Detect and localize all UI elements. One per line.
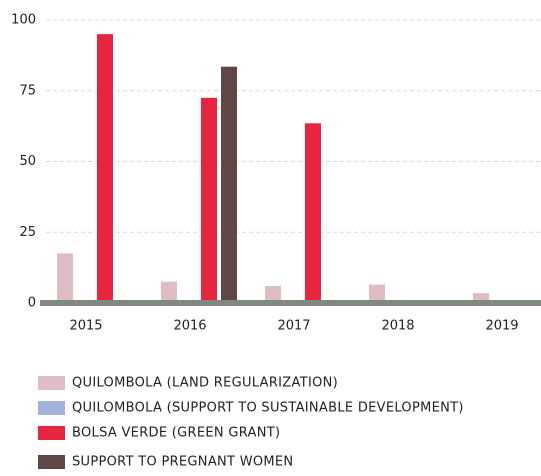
legend-label: BOLSA VERDE (GREEN GRANT): [72, 426, 280, 441]
bar: [265, 286, 281, 303]
y-tick-label: 25: [19, 225, 36, 240]
x-tick-label: 2015: [69, 319, 102, 334]
legend-swatch: [38, 401, 65, 415]
bar: [473, 293, 489, 303]
x-tick-label: 2017: [277, 319, 310, 334]
y-tick-label: 75: [19, 83, 36, 98]
legend-label: SUPPORT TO PREGNANT WOMEN: [72, 455, 293, 470]
legend-label: QUILOMBOLA (SUPPORT TO SUSTAINABLE DEVEL…: [72, 401, 464, 416]
legend-swatch: [38, 376, 65, 390]
bar: [57, 253, 73, 303]
y-tick-label: 0: [28, 296, 36, 311]
bar: [201, 97, 217, 303]
bar: [305, 123, 321, 303]
bar: [97, 34, 113, 304]
bar: [161, 281, 177, 303]
legend-label: QUILOMBOLA (LAND REGULARIZATION): [72, 376, 338, 391]
x-tick-label: 2019: [485, 319, 518, 334]
y-tick-label: 50: [19, 154, 36, 169]
bar: [369, 284, 385, 303]
x-tick-label: 2016: [173, 319, 206, 334]
legend-swatch: [38, 426, 65, 440]
legend-swatch: [38, 455, 65, 469]
y-tick-label: 100: [11, 13, 36, 28]
bar: [221, 66, 237, 303]
x-tick-label: 2018: [381, 319, 414, 334]
zero-axis: [40, 300, 541, 306]
